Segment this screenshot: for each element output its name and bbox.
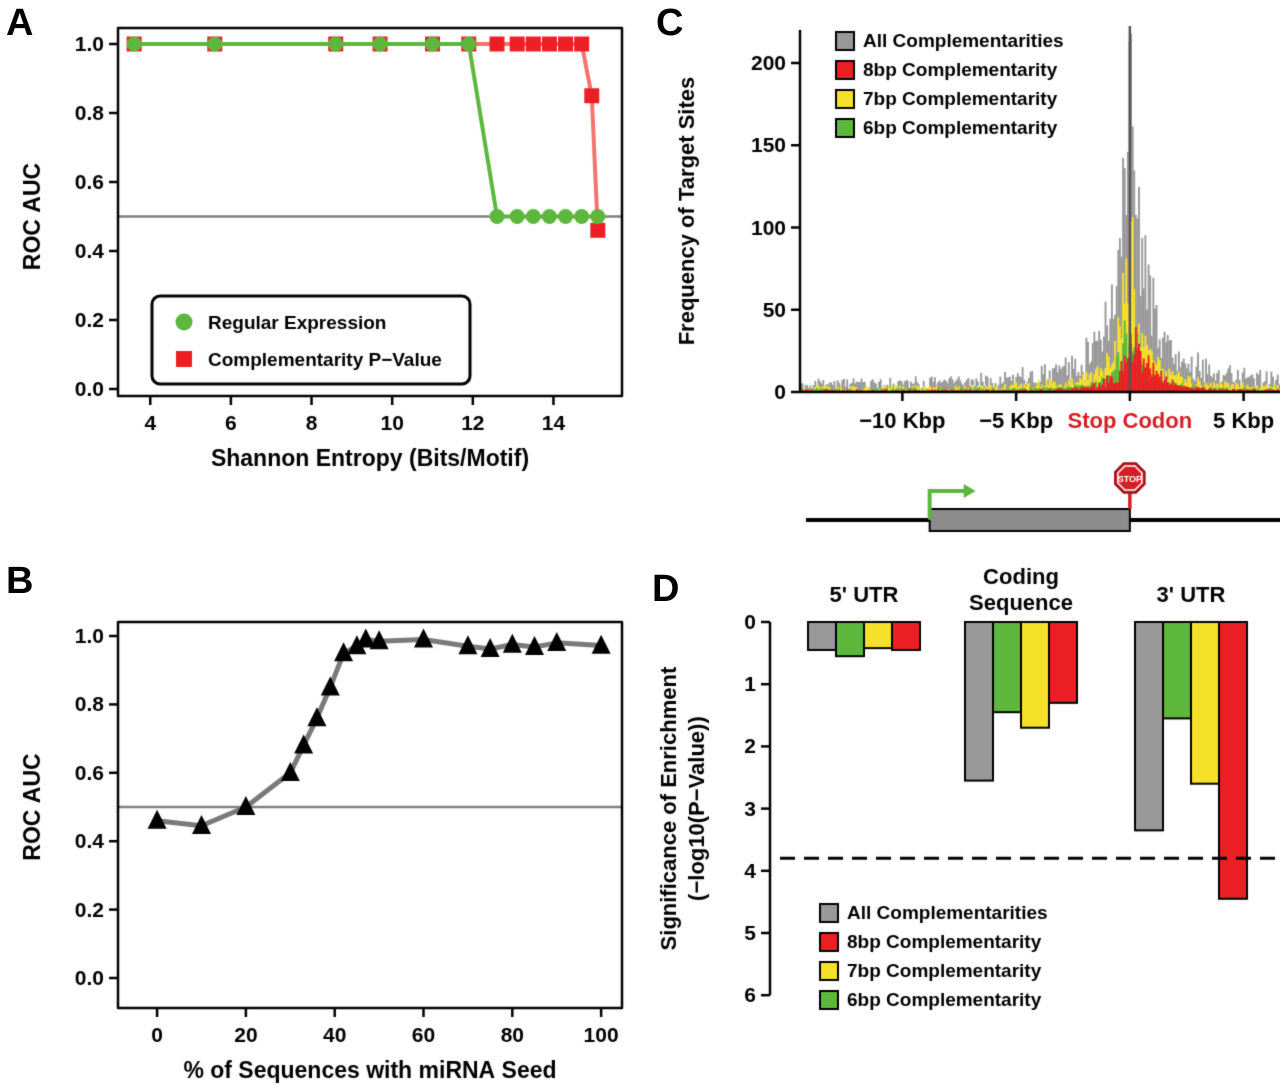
figure: A B C D xyxy=(0,0,1280,1092)
panel-d-letter: D xyxy=(652,570,679,608)
panel-b-roc-seed-chart xyxy=(0,560,645,1092)
panel-a-letter: A xyxy=(6,4,33,42)
panel-d-enrichment-bar-chart xyxy=(650,560,1280,1092)
panel-b-letter: B xyxy=(6,562,33,600)
panel-c-target-site-histogram xyxy=(650,0,1280,560)
panel-a-roc-entropy-chart xyxy=(0,0,645,548)
panel-c-letter: C xyxy=(656,4,683,42)
